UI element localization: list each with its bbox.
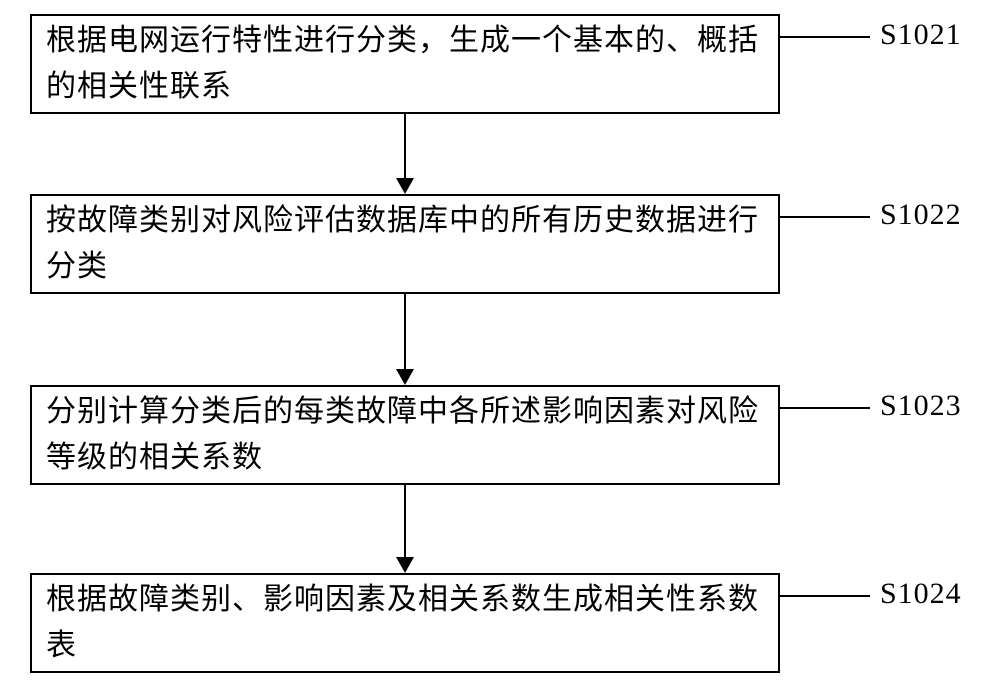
flow-arrow-line	[404, 485, 406, 557]
flow-step-box: 按故障类别对风险评估数据库中的所有历史数据进行分类	[30, 194, 780, 294]
flow-arrow-line	[404, 294, 406, 369]
flow-arrow-head	[396, 557, 414, 573]
flow-step-text: 按故障类别对风险评估数据库中的所有历史数据进行分类	[46, 198, 764, 291]
flow-step-box: 分别计算分类后的每类故障中各所述影响因素对风险等级的相关系数	[30, 385, 780, 485]
flowchart-canvas: 根据电网运行特性进行分类，生成一个基本的、概括的相关性联系 S1021 按故障类别对…	[0, 0, 1000, 696]
flow-step-box: 根据故障类别、影响因素及相关系数生成相关性系数表	[30, 573, 780, 673]
flow-step-label: S1022	[880, 198, 962, 232]
flow-step-label: S1023	[880, 389, 962, 423]
flow-arrow-line	[404, 114, 406, 178]
leader-line	[780, 36, 870, 38]
flow-arrow-head	[396, 178, 414, 194]
leader-line	[780, 595, 870, 597]
flow-step-box: 根据电网运行特性进行分类，生成一个基本的、概括的相关性联系	[30, 14, 780, 114]
leader-line	[780, 407, 870, 409]
leader-line	[780, 216, 870, 218]
flow-arrow-head	[396, 369, 414, 385]
flow-step-text: 根据故障类别、影响因素及相关系数生成相关性系数表	[46, 577, 764, 670]
flow-step-label: S1024	[880, 577, 962, 611]
flow-step-text: 分别计算分类后的每类故障中各所述影响因素对风险等级的相关系数	[46, 389, 764, 482]
flow-step-label: S1021	[880, 18, 962, 52]
flow-step-text: 根据电网运行特性进行分类，生成一个基本的、概括的相关性联系	[46, 18, 764, 111]
